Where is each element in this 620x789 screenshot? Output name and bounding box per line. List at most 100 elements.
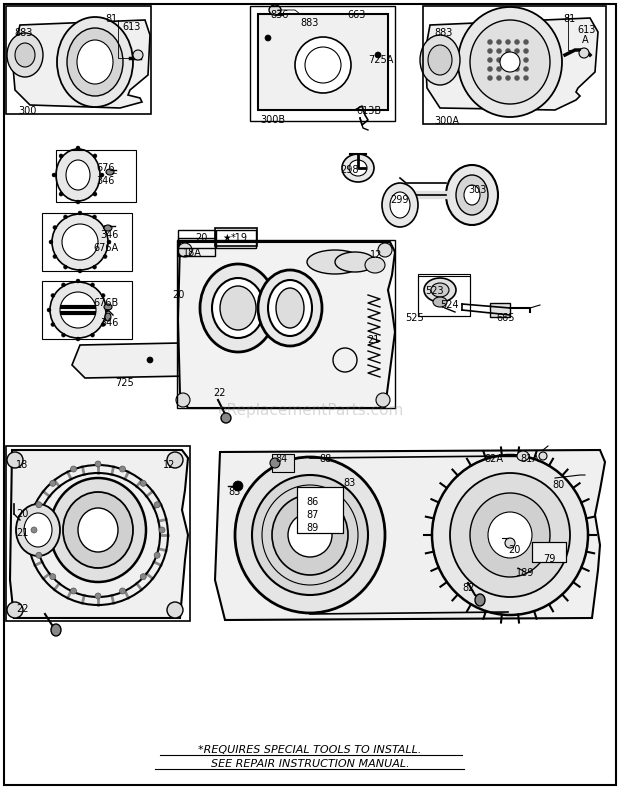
Ellipse shape	[52, 173, 56, 177]
Ellipse shape	[505, 538, 515, 548]
Ellipse shape	[269, 5, 281, 15]
Ellipse shape	[60, 292, 96, 328]
Ellipse shape	[378, 243, 392, 257]
Ellipse shape	[67, 28, 123, 96]
Ellipse shape	[539, 452, 547, 460]
Ellipse shape	[93, 192, 97, 196]
Text: 523: 523	[425, 286, 444, 296]
Text: 300A: 300A	[434, 116, 459, 126]
Text: 300: 300	[18, 106, 37, 116]
Text: 22: 22	[213, 388, 226, 398]
Bar	[272, 454, 294, 472]
Ellipse shape	[53, 226, 57, 230]
Bar	[418, 276, 470, 316]
Bar	[6, 6, 151, 114]
Ellipse shape	[105, 308, 109, 312]
Ellipse shape	[390, 192, 410, 218]
Text: 80: 80	[552, 480, 564, 490]
Ellipse shape	[487, 58, 492, 62]
Ellipse shape	[47, 308, 51, 312]
Text: 84: 84	[275, 454, 287, 464]
Ellipse shape	[497, 39, 502, 44]
Ellipse shape	[120, 466, 125, 472]
Ellipse shape	[497, 76, 502, 80]
Ellipse shape	[220, 286, 256, 330]
Polygon shape	[425, 18, 598, 110]
Polygon shape	[215, 450, 605, 620]
Ellipse shape	[140, 481, 146, 486]
Text: 20: 20	[16, 509, 29, 519]
Ellipse shape	[51, 294, 55, 297]
Ellipse shape	[515, 76, 520, 80]
Ellipse shape	[93, 154, 97, 158]
Ellipse shape	[272, 495, 348, 575]
Text: 663: 663	[347, 10, 365, 20]
Ellipse shape	[252, 475, 368, 595]
Ellipse shape	[104, 304, 112, 310]
Ellipse shape	[270, 458, 280, 468]
Ellipse shape	[446, 165, 498, 225]
Ellipse shape	[103, 226, 107, 230]
Ellipse shape	[365, 257, 385, 273]
Text: 20: 20	[195, 233, 207, 243]
Ellipse shape	[375, 52, 381, 58]
Text: 676B: 676B	[93, 298, 118, 308]
Ellipse shape	[49, 240, 53, 244]
Bar	[418, 274, 470, 316]
Ellipse shape	[335, 252, 375, 272]
Ellipse shape	[100, 173, 104, 177]
Ellipse shape	[59, 154, 63, 158]
Ellipse shape	[349, 160, 367, 176]
Ellipse shape	[432, 455, 588, 615]
Ellipse shape	[76, 200, 80, 204]
Ellipse shape	[288, 513, 332, 557]
Text: 81: 81	[563, 14, 575, 24]
Ellipse shape	[523, 58, 528, 62]
Text: 18A: 18A	[183, 248, 202, 258]
Text: ★: ★	[222, 233, 231, 243]
Ellipse shape	[7, 33, 43, 77]
Ellipse shape	[431, 283, 449, 297]
Text: 883: 883	[300, 18, 319, 28]
Ellipse shape	[63, 215, 68, 219]
Text: 725: 725	[115, 378, 134, 388]
Text: 346: 346	[96, 176, 114, 186]
Ellipse shape	[62, 224, 98, 260]
Text: 12: 12	[163, 460, 175, 470]
Polygon shape	[12, 20, 150, 108]
Ellipse shape	[500, 52, 520, 72]
Ellipse shape	[487, 48, 492, 54]
Ellipse shape	[140, 574, 146, 580]
Ellipse shape	[420, 35, 460, 85]
Bar	[532, 542, 566, 562]
Ellipse shape	[178, 243, 192, 257]
Text: 676A: 676A	[93, 243, 118, 253]
Ellipse shape	[106, 169, 114, 175]
Ellipse shape	[475, 594, 485, 606]
Text: 189: 189	[516, 568, 534, 578]
Bar	[178, 230, 215, 248]
Ellipse shape	[57, 17, 133, 107]
Ellipse shape	[233, 481, 243, 491]
Ellipse shape	[16, 504, 60, 556]
Text: 22: 22	[16, 604, 29, 614]
Ellipse shape	[488, 512, 532, 558]
Ellipse shape	[433, 297, 447, 307]
Ellipse shape	[167, 602, 183, 618]
Text: 86: 86	[306, 497, 318, 507]
Ellipse shape	[517, 451, 529, 461]
Ellipse shape	[497, 66, 502, 72]
Ellipse shape	[53, 255, 57, 259]
Ellipse shape	[505, 39, 510, 44]
Bar	[42, 281, 132, 339]
Ellipse shape	[505, 76, 510, 80]
Ellipse shape	[579, 48, 589, 58]
Ellipse shape	[103, 255, 107, 259]
Bar	[56, 150, 136, 202]
Text: *REQUIRES SPECIAL TOOLS TO INSTALL.: *REQUIRES SPECIAL TOOLS TO INSTALL.	[198, 745, 422, 755]
Text: 18: 18	[16, 460, 29, 470]
Ellipse shape	[51, 323, 55, 327]
Ellipse shape	[450, 473, 570, 597]
Ellipse shape	[424, 278, 456, 302]
Ellipse shape	[95, 593, 101, 599]
